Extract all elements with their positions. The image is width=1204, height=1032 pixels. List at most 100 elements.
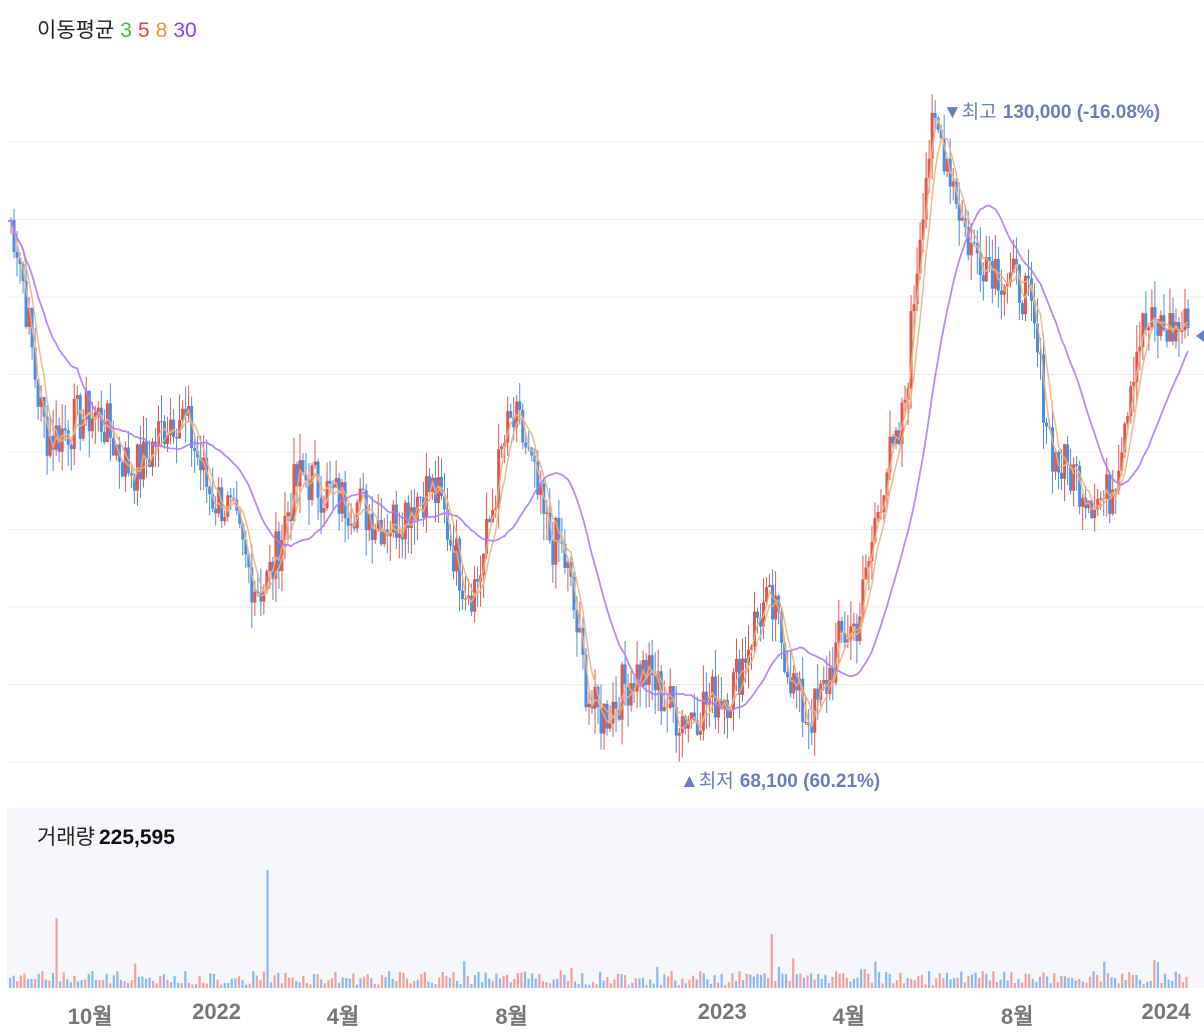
candle-body xyxy=(1063,444,1067,479)
candle-body xyxy=(373,529,377,540)
candle-body xyxy=(1045,422,1049,427)
candle-body xyxy=(376,520,380,530)
candle-body xyxy=(647,655,651,686)
candle-body xyxy=(274,531,278,579)
candle-body xyxy=(1020,303,1024,315)
candle-body xyxy=(999,290,1003,295)
candle-body xyxy=(587,703,591,708)
candle-body xyxy=(969,242,973,256)
candle-body xyxy=(1174,321,1178,342)
x-tick-label: 8월 xyxy=(1001,1004,1034,1029)
candle-body xyxy=(81,419,85,439)
candle-body xyxy=(840,620,844,633)
candle-body xyxy=(223,516,227,522)
candle-body xyxy=(1114,489,1118,491)
candle-body xyxy=(734,658,738,673)
candle-body xyxy=(861,579,865,617)
candle-body xyxy=(572,576,576,611)
candle-body xyxy=(96,407,100,413)
candle-body xyxy=(912,304,916,311)
candle-body xyxy=(924,177,928,220)
candle-body xyxy=(1108,474,1112,514)
candle-body xyxy=(262,590,266,602)
candle-body xyxy=(33,347,37,380)
candle-body xyxy=(873,518,877,542)
candle-body xyxy=(319,497,323,513)
candle-body xyxy=(250,567,254,603)
candle-body xyxy=(626,683,630,706)
candle-body xyxy=(891,436,895,444)
candle-body xyxy=(744,658,747,663)
candle-body xyxy=(1138,346,1142,352)
volume-value: 225,595 xyxy=(98,826,175,849)
candle-body xyxy=(644,660,648,686)
candle-body xyxy=(1144,313,1148,331)
candle-body xyxy=(957,203,961,221)
candle-body xyxy=(235,499,239,511)
candle-body xyxy=(208,486,212,495)
candle-body xyxy=(367,513,371,531)
ma-8-label[interactable]: 8 xyxy=(155,19,168,42)
candle-body xyxy=(63,428,67,431)
candle-body xyxy=(1069,464,1073,491)
candle-body xyxy=(1171,313,1175,342)
candle-body xyxy=(108,403,112,439)
candle-body xyxy=(391,504,395,533)
volume-panel xyxy=(7,808,1204,988)
candle-body xyxy=(867,561,871,568)
candle-body xyxy=(1023,275,1027,315)
candle-body xyxy=(698,730,702,735)
candle-body xyxy=(421,497,425,518)
candle-body xyxy=(226,495,230,517)
candle-body xyxy=(169,419,173,435)
candle-body xyxy=(394,504,398,538)
candle-body xyxy=(1014,258,1018,265)
candle-body xyxy=(849,626,853,640)
candle-body xyxy=(1032,300,1036,324)
candle-body xyxy=(563,543,567,568)
candle-body xyxy=(497,449,501,509)
candle-body xyxy=(632,683,636,692)
candle-body xyxy=(620,664,624,720)
x-tick-label: 8월 xyxy=(495,1004,528,1029)
candle-body xyxy=(304,474,308,481)
candle-body xyxy=(51,435,55,450)
candle-body xyxy=(783,643,787,672)
candle-body xyxy=(599,706,603,734)
ma-5-label[interactable]: 5 xyxy=(137,19,150,42)
candle-body xyxy=(876,512,880,519)
ma-3-label[interactable]: 3 xyxy=(120,19,132,42)
data-point xyxy=(175,413,177,415)
candle-body xyxy=(105,403,109,443)
candle-body xyxy=(268,561,272,572)
candle-body xyxy=(671,686,675,708)
candle-body xyxy=(939,129,943,139)
candle-body xyxy=(1011,258,1015,273)
candle-body xyxy=(1054,451,1058,472)
candle-body xyxy=(1060,472,1064,479)
candle-body xyxy=(960,218,964,221)
candle-body xyxy=(129,473,133,476)
ma-30-line xyxy=(7,204,1189,713)
candle-body xyxy=(737,658,741,695)
candle-body xyxy=(1035,323,1039,353)
candle-body xyxy=(409,507,413,528)
candle-body xyxy=(295,464,299,487)
candle-body xyxy=(313,461,317,466)
candle-body xyxy=(786,671,790,678)
candle-body xyxy=(1081,497,1085,507)
candle-body xyxy=(653,675,657,691)
candle-body xyxy=(343,482,347,519)
candle-body xyxy=(903,399,907,403)
candle-body xyxy=(1165,330,1169,342)
candle-body xyxy=(144,441,148,460)
candle-body xyxy=(927,158,931,178)
candle-body xyxy=(150,441,154,468)
current-price-marker-icon xyxy=(1196,330,1204,342)
moving-average-legend: 이동평균 3 5 8 30 xyxy=(37,14,197,44)
ma-30-label[interactable]: 30 xyxy=(173,19,197,42)
candle-body xyxy=(936,117,940,130)
candle-body xyxy=(220,487,224,522)
candle-body xyxy=(780,611,784,644)
